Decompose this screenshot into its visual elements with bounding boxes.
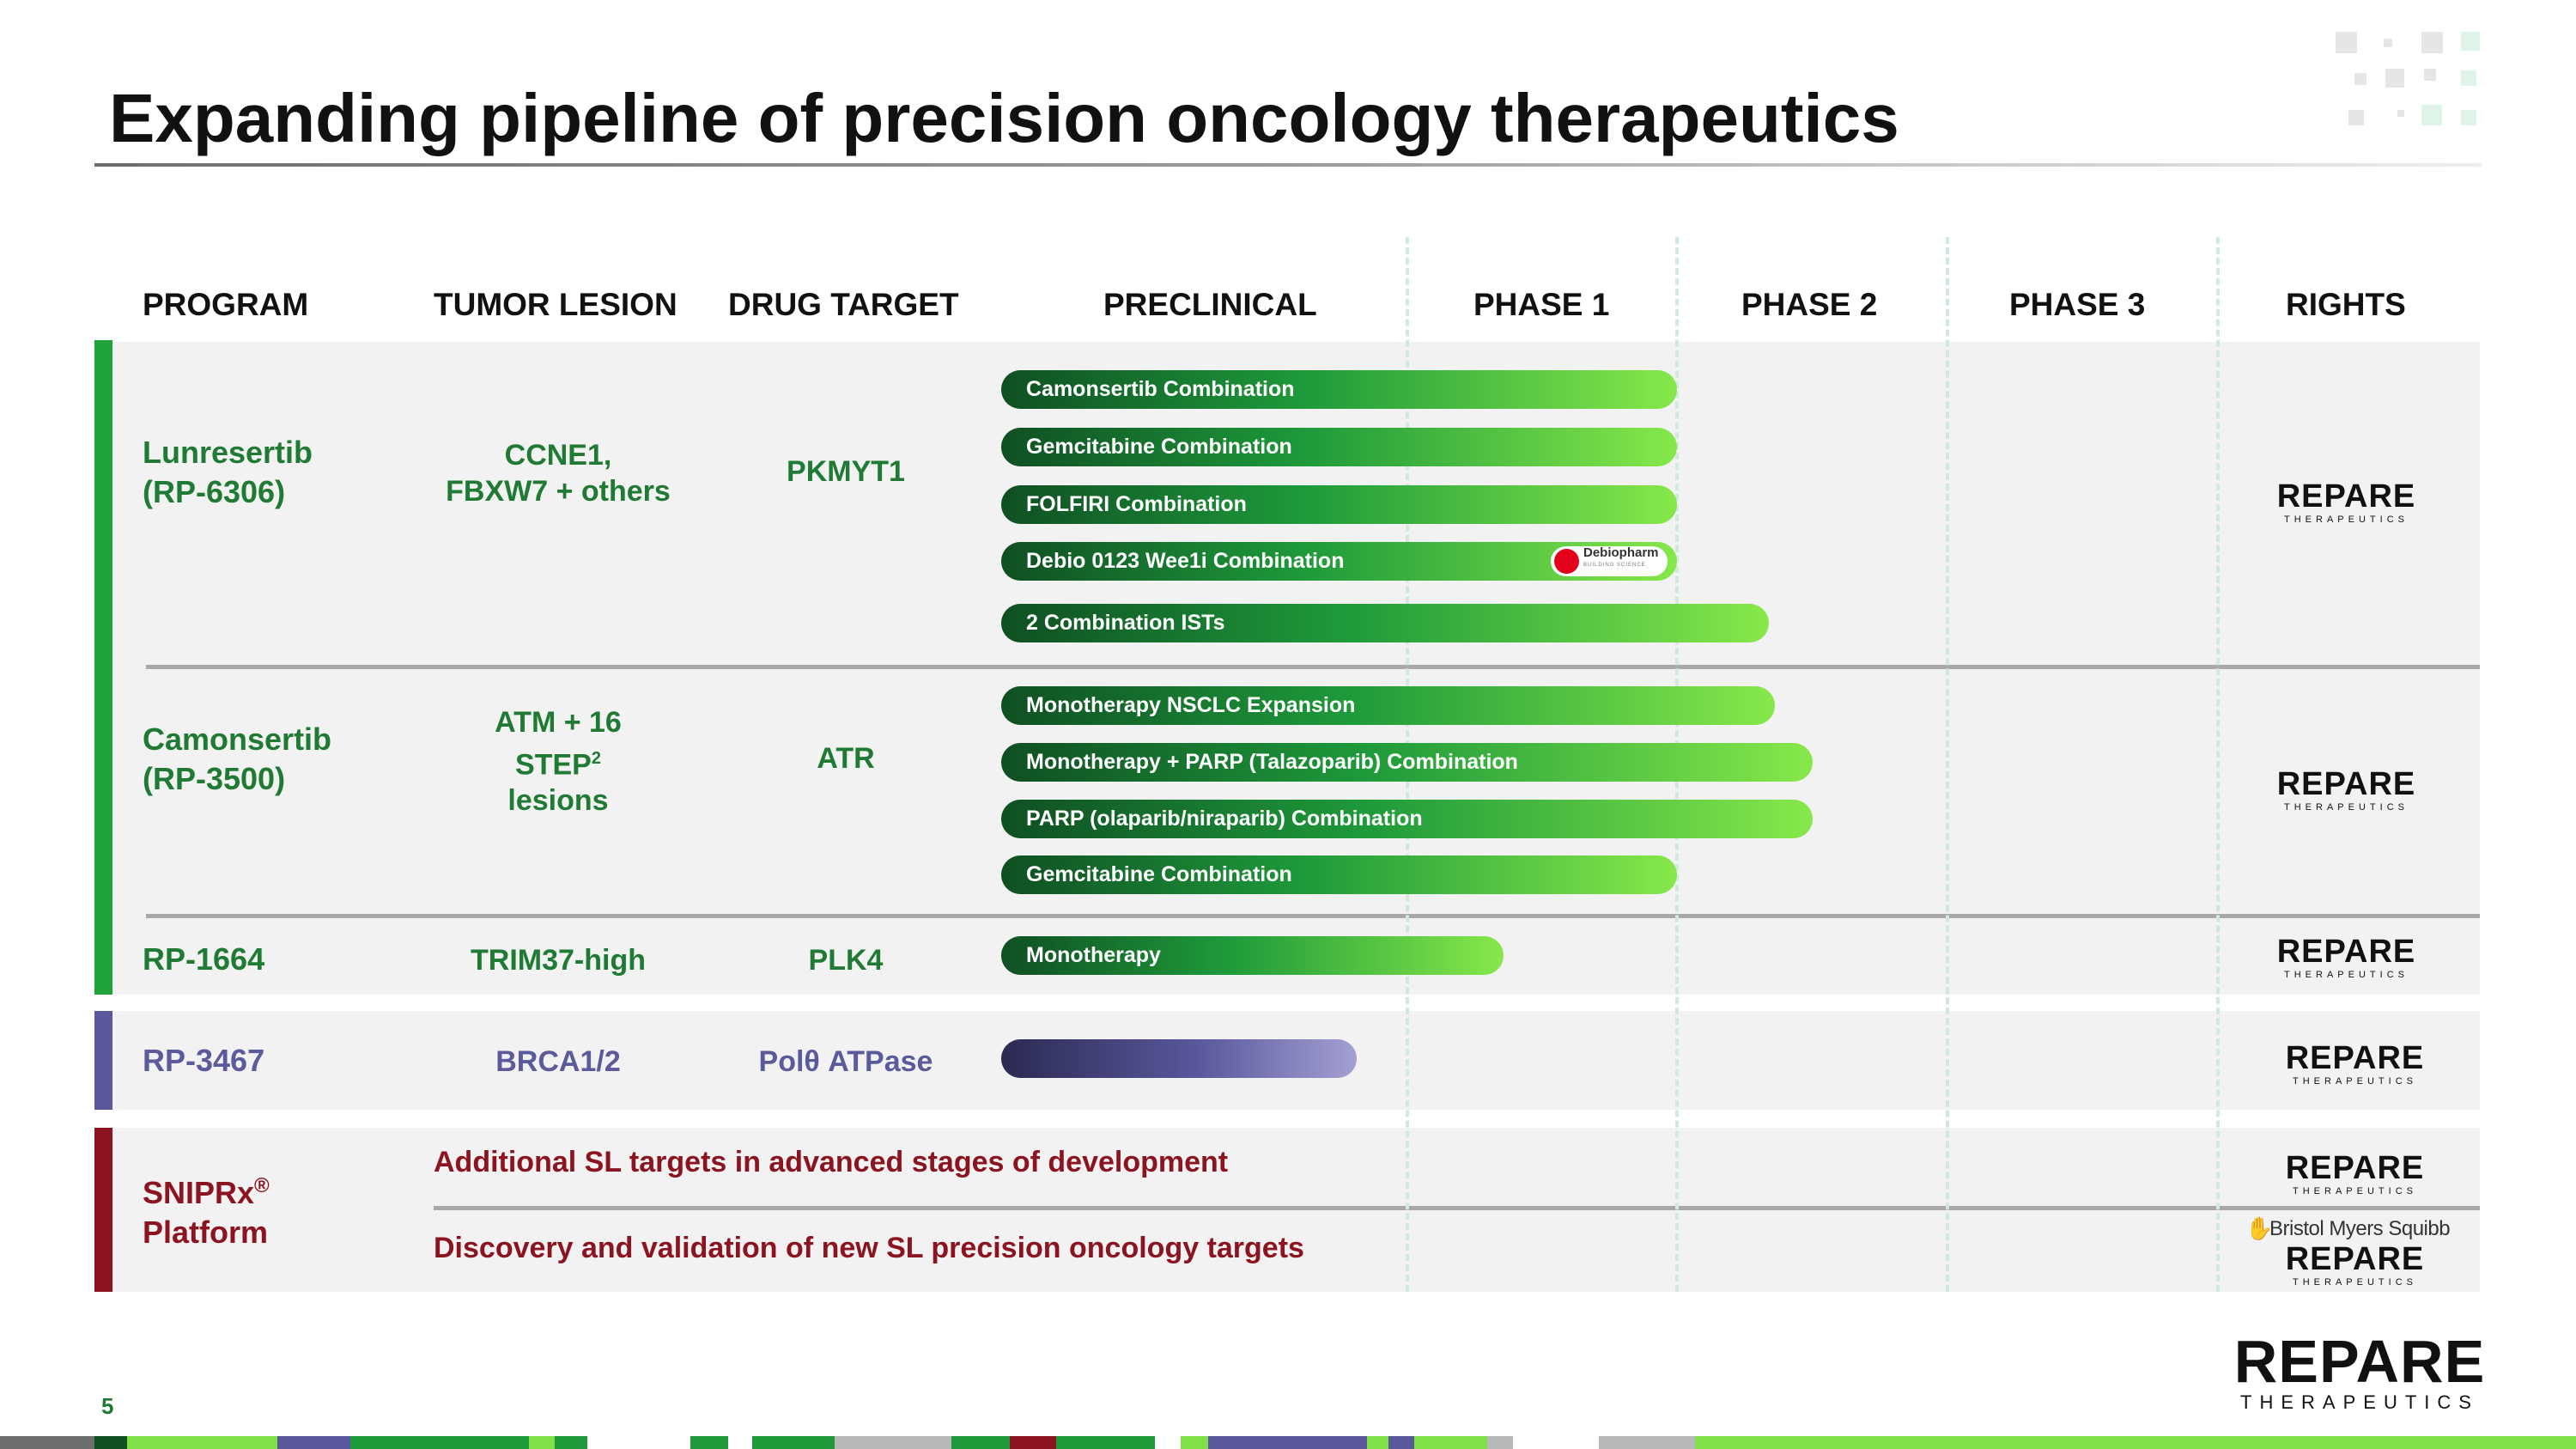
rights-logo-rp3467: REPARE THERAPEUTICS [2285,1040,2425,1087]
program-rp1664: RP-1664 [143,941,265,977]
title-underline [94,163,2482,167]
lesion-camonsertib: ATM + 16 STEP2 lesions [495,706,622,818]
program-camonsertib: Camonsertib (RP-3500) [143,721,332,796]
bar-lunresertib-gemcitabine-combination: Gemcitabine Combination [1001,428,1677,466]
target-rp3467: Polθ ATPase [758,1045,933,1078]
separator-sniprx [434,1206,2480,1210]
rights-logo-lunresertib: REPARE THERAPEUTICS [2276,478,2416,525]
page-title: Expanding pipeline of precision oncology… [109,80,1899,156]
header-phase3: PHASE 3 [2009,287,2146,322]
header-tumor-lesion: TUMOR LESION [434,287,677,322]
bar-rp1664-monotherapy: Monotherapy [1001,936,1504,975]
lesion-rp3467: BRCA1/2 [495,1045,621,1078]
bar-camonsertib-parp-olaparib-niraparib: PARP (olaparib/niraparib) Combination [1001,800,1813,838]
program-sniprx: SNIPRx® Platform [143,1174,270,1250]
debiopharm-logo: Debiopharm BUILDING SCIENCE [1551,545,1668,576]
separator-1 [146,665,2480,669]
footer-logo: REPARE THERAPEUTICS [2233,1328,2486,1413]
divider-phase2-phase3 [1946,237,1949,1292]
bar-lunresertib-camonsertib-combination: Camonsertib Combination [1001,370,1677,409]
header-phase1: PHASE 1 [1473,287,1610,322]
page-number: 5 [101,1393,114,1419]
bms-hand-icon: ✋ [2245,1215,2274,1241]
sniprx-line-advanced-targets: Additional SL targets in advanced stages… [434,1146,1229,1178]
rights-logo-rp1664: REPARE THERAPEUTICS [2276,934,2416,980]
separator-2 [146,914,2480,918]
rights-logo-sniprx-1: REPARE THERAPEUTICS [2285,1150,2425,1196]
header-drug-target: DRUG TARGET [728,287,959,322]
header-phase2: PHASE 2 [1741,287,1878,322]
bar-lunresertib-debio-combination: Debio 0123 Wee1i Combination Debiopharm … [1001,542,1677,581]
header-program: PROGRAM [143,287,309,322]
bar-camonsertib-monotherapy-nsclc: Monotherapy NSCLC Expansion [1001,686,1775,725]
accent-maroon [94,1128,112,1292]
target-rp1664: PLK4 [808,944,884,977]
header-preclinical: PRECLINICAL [1103,287,1317,322]
program-lunresertib: Lunresertib (RP-6306) [143,435,313,509]
target-camonsertib: ATR [817,742,875,775]
divider-phase3-rights [2216,237,2220,1292]
lesion-rp1664: TRIM37-high [471,944,646,977]
program-rp3467: RP-3467 [143,1043,265,1078]
debiopharm-dot-icon [1554,549,1579,574]
sniprx-line-discovery: Discovery and validation of new SL preci… [434,1232,1304,1264]
header-rights: RIGHTS [2286,287,2406,322]
bar-camonsertib-monotherapy-parp-talazoparib: Monotherapy + PARP (Talazoparib) Combina… [1001,743,1813,782]
rights-logo-sniprx-2: REPARE THERAPEUTICS [2285,1241,2425,1288]
bar-rp3467-preclinical [1001,1039,1357,1078]
bar-camonsertib-gemcitabine: Gemcitabine Combination [1001,855,1677,894]
partner-logo-bms: ✋ Bristol Myers Squibb [2245,1215,2451,1241]
target-lunresertib: PKMYT1 [787,455,905,488]
bar-lunresertib-2-combination-ists: 2 Combination ISTs [1001,604,1769,642]
lesion-lunresertib: CCNE1, FBXW7 + others [446,439,671,508]
accent-purple [94,1011,112,1110]
bar-lunresertib-folfiri-combination: FOLFIRI Combination [1001,485,1677,524]
accent-green [94,340,112,995]
rights-logo-camonsertib: REPARE THERAPEUTICS [2276,766,2416,813]
